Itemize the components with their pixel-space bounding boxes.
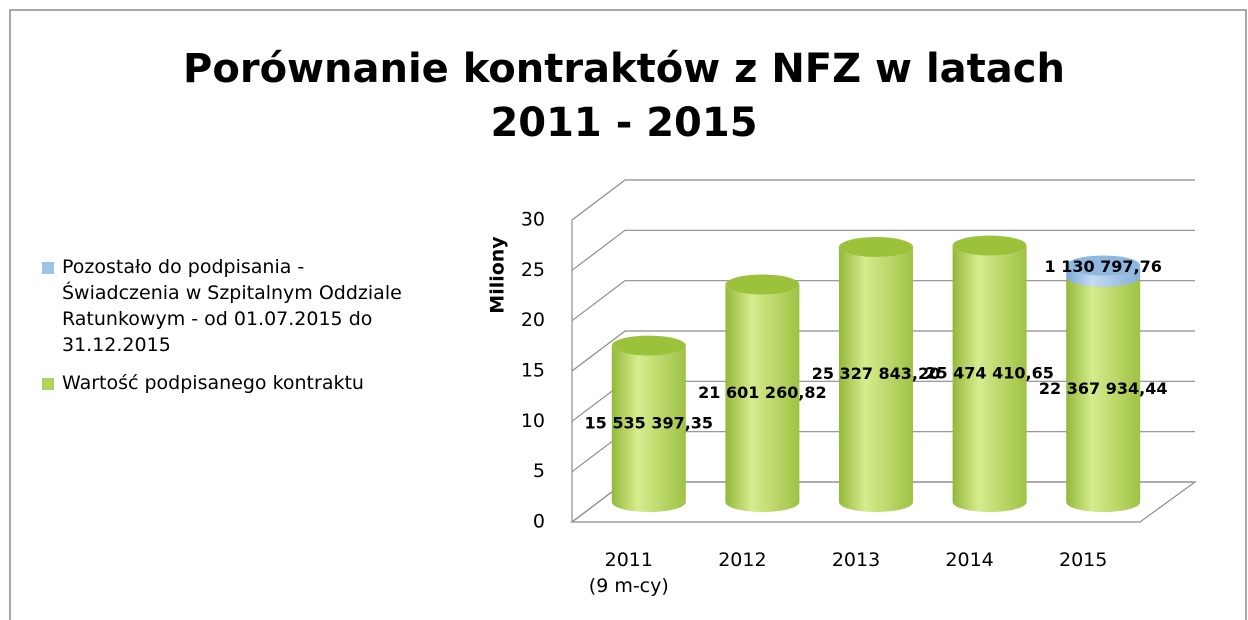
cylinder-segment — [1066, 276, 1141, 512]
cylinder-segment — [952, 245, 1027, 512]
y-tick-label: 5 — [533, 460, 545, 482]
data-label: 25 327 843,20 — [812, 364, 941, 383]
legend-label: Pozostało do podpisania - Świadczenia w … — [62, 256, 402, 356]
legend-label: Wartość podpisanego kontraktu — [62, 372, 364, 394]
data-label: 25 474 410,65 — [925, 363, 1054, 382]
data-label: 1 130 797,76 — [1044, 257, 1161, 276]
data-label: 21 601 260,82 — [698, 383, 827, 402]
y-tick-label: 15 — [521, 360, 545, 382]
cylinder-top — [839, 237, 913, 258]
x-tick-label: 2012 — [718, 549, 767, 571]
x-tick-label: 2013 — [831, 549, 881, 571]
cylinder-top — [611, 335, 686, 356]
legend-swatch — [42, 378, 54, 390]
y-tick-label: 30 — [521, 209, 545, 231]
cylinder-segment — [839, 247, 913, 512]
grid-line — [571, 229, 1195, 271]
y-tick-label: 25 — [521, 259, 545, 281]
chart-title: Porównanie kontraktów z NFZ w latach 201… — [183, 46, 1065, 146]
x-tick-label: 2015 — [1059, 549, 1108, 571]
legend: Pozostało do podpisania - Świadczenia w … — [40, 254, 420, 408]
x-tick-label: 2011 (9 m-cy) — [588, 549, 669, 597]
data-label: 15 535 397,35 — [585, 413, 714, 432]
y-axis-title: Miliony — [487, 236, 509, 314]
y-tick-label: 0 — [533, 511, 545, 533]
cylinder-segment — [1066, 265, 1141, 287]
x-tick-label: 2014 — [945, 549, 994, 571]
data-label: 22 367 934,44 — [1039, 379, 1168, 398]
frame — [9, 9, 1247, 620]
cylinder-top — [1066, 255, 1141, 276]
y-tick-label: 10 — [521, 410, 545, 432]
legend-item: Pozostało do podpisania - Świadczenia w … — [40, 254, 420, 358]
cylinder-top — [952, 235, 1027, 256]
cylinder-segment — [611, 345, 686, 512]
legend-item: Wartość podpisanego kontraktu — [40, 370, 420, 396]
cylinder-top — [725, 274, 800, 295]
legend-swatch — [42, 262, 54, 274]
y-tick-label: 20 — [521, 309, 545, 331]
grid-line — [571, 179, 1195, 221]
cylinder-segment — [725, 284, 800, 512]
